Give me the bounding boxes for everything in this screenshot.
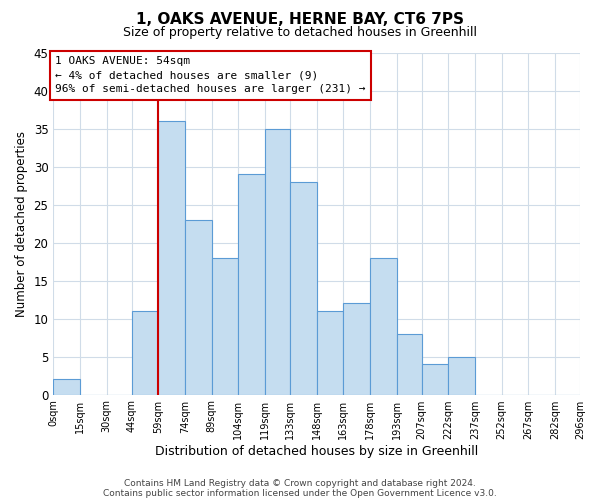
Bar [53,380,80,394]
Y-axis label: Number of detached properties: Number of detached properties [15,130,28,316]
Text: Contains public sector information licensed under the Open Government Licence v3: Contains public sector information licen… [103,488,497,498]
Bar [238,174,265,394]
Text: Contains HM Land Registry data © Crown copyright and database right 2024.: Contains HM Land Registry data © Crown c… [124,478,476,488]
Text: 1 OAKS AVENUE: 54sqm
← 4% of detached houses are smaller (9)
96% of semi-detache: 1 OAKS AVENUE: 54sqm ← 4% of detached ho… [55,56,365,94]
Bar [158,121,185,394]
Bar [265,128,290,394]
Text: 1, OAKS AVENUE, HERNE BAY, CT6 7PS: 1, OAKS AVENUE, HERNE BAY, CT6 7PS [136,12,464,28]
Bar [317,311,343,394]
Bar [422,364,448,394]
X-axis label: Distribution of detached houses by size in Greenhill: Distribution of detached houses by size … [155,444,478,458]
Bar [290,182,317,394]
Bar [343,304,370,394]
Text: Size of property relative to detached houses in Greenhill: Size of property relative to detached ho… [123,26,477,39]
Bar [131,311,158,394]
Bar [448,356,475,395]
Bar [212,258,238,394]
Bar [370,258,397,394]
Bar [397,334,422,394]
Bar [185,220,212,394]
